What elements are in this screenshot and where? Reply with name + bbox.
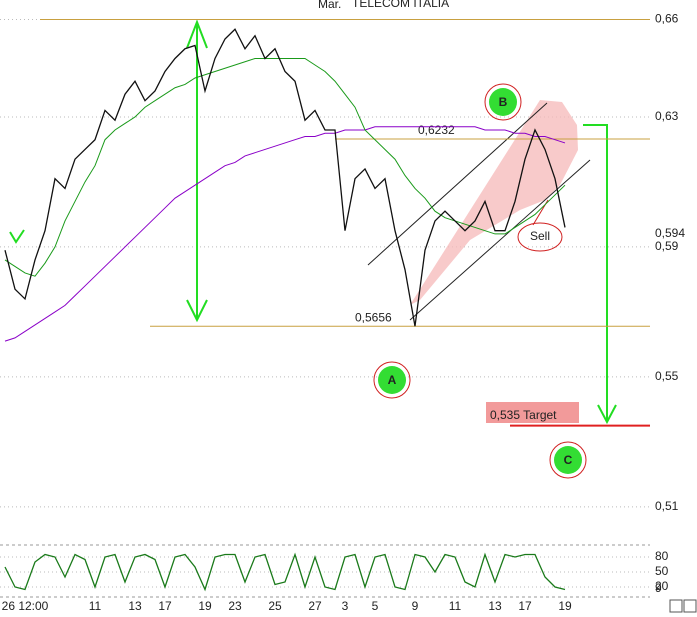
osc-tick-label: 50 [655,564,669,578]
zoom-icon[interactable] [669,599,683,613]
price-line [4,57,566,277]
x-tick-label: 17 [158,599,172,613]
wave-ring [373,361,411,399]
x-tick-label: 9 [412,599,419,613]
chart-subtitle: Mar. [318,0,341,11]
level-label: 0,6232 [418,123,455,137]
y-tick-label: 0,66 [655,12,679,26]
price-line [4,28,566,327]
wave-ring [484,83,522,121]
wave-ring [549,441,587,479]
x-tick-label: 13 [488,599,502,613]
channel-line [409,159,591,321]
signal-ring [517,222,563,252]
wave-badge [378,366,406,394]
y-tick-label: 0,51 [655,499,679,513]
osc-tick-label: 20 [655,579,669,593]
y-tick-label: 0,55 [655,369,679,383]
x-tick-label: 11 [449,599,462,613]
signal-label: Sell [530,229,550,243]
arrows [9,19,617,425]
osc-last-label: 9 [655,581,662,595]
x-tick-label: 11 [89,599,102,613]
x-tick-label: 5 [372,599,379,613]
x-tick-label: 26 12:00 [2,599,49,613]
x-tick-label: 3 [342,599,349,613]
price-line [4,126,566,342]
wave-label: B [499,95,508,109]
level-label: 0,5656 [355,310,392,324]
y-tick-label: 0,59 [655,239,679,253]
x-tick-label: 25 [268,599,282,613]
x-tick-label: 23 [228,599,242,613]
x-tick-label: 19 [198,599,212,613]
channel-area [410,100,578,305]
wave-label: C [564,453,573,467]
target-label: 0,535 Target [490,408,557,422]
chart-title: TELECOM ITALIA [352,0,449,10]
x-tick-label: 13 [128,599,142,613]
x-tick-label: 17 [518,599,532,613]
zoom-icon[interactable] [683,599,697,613]
target-box [486,402,579,423]
wave-badge [489,88,517,116]
channel-line [367,102,548,266]
last-price-label: 0,594 [655,226,685,240]
y-tick-label: 0,63 [655,109,679,123]
x-tick-label: 27 [308,599,322,613]
wave-label: A [388,373,397,387]
wave-badge [554,446,582,474]
osc-tick-label: 80 [655,549,669,563]
x-tick-label: 19 [558,599,572,613]
osc-line [4,552,566,592]
